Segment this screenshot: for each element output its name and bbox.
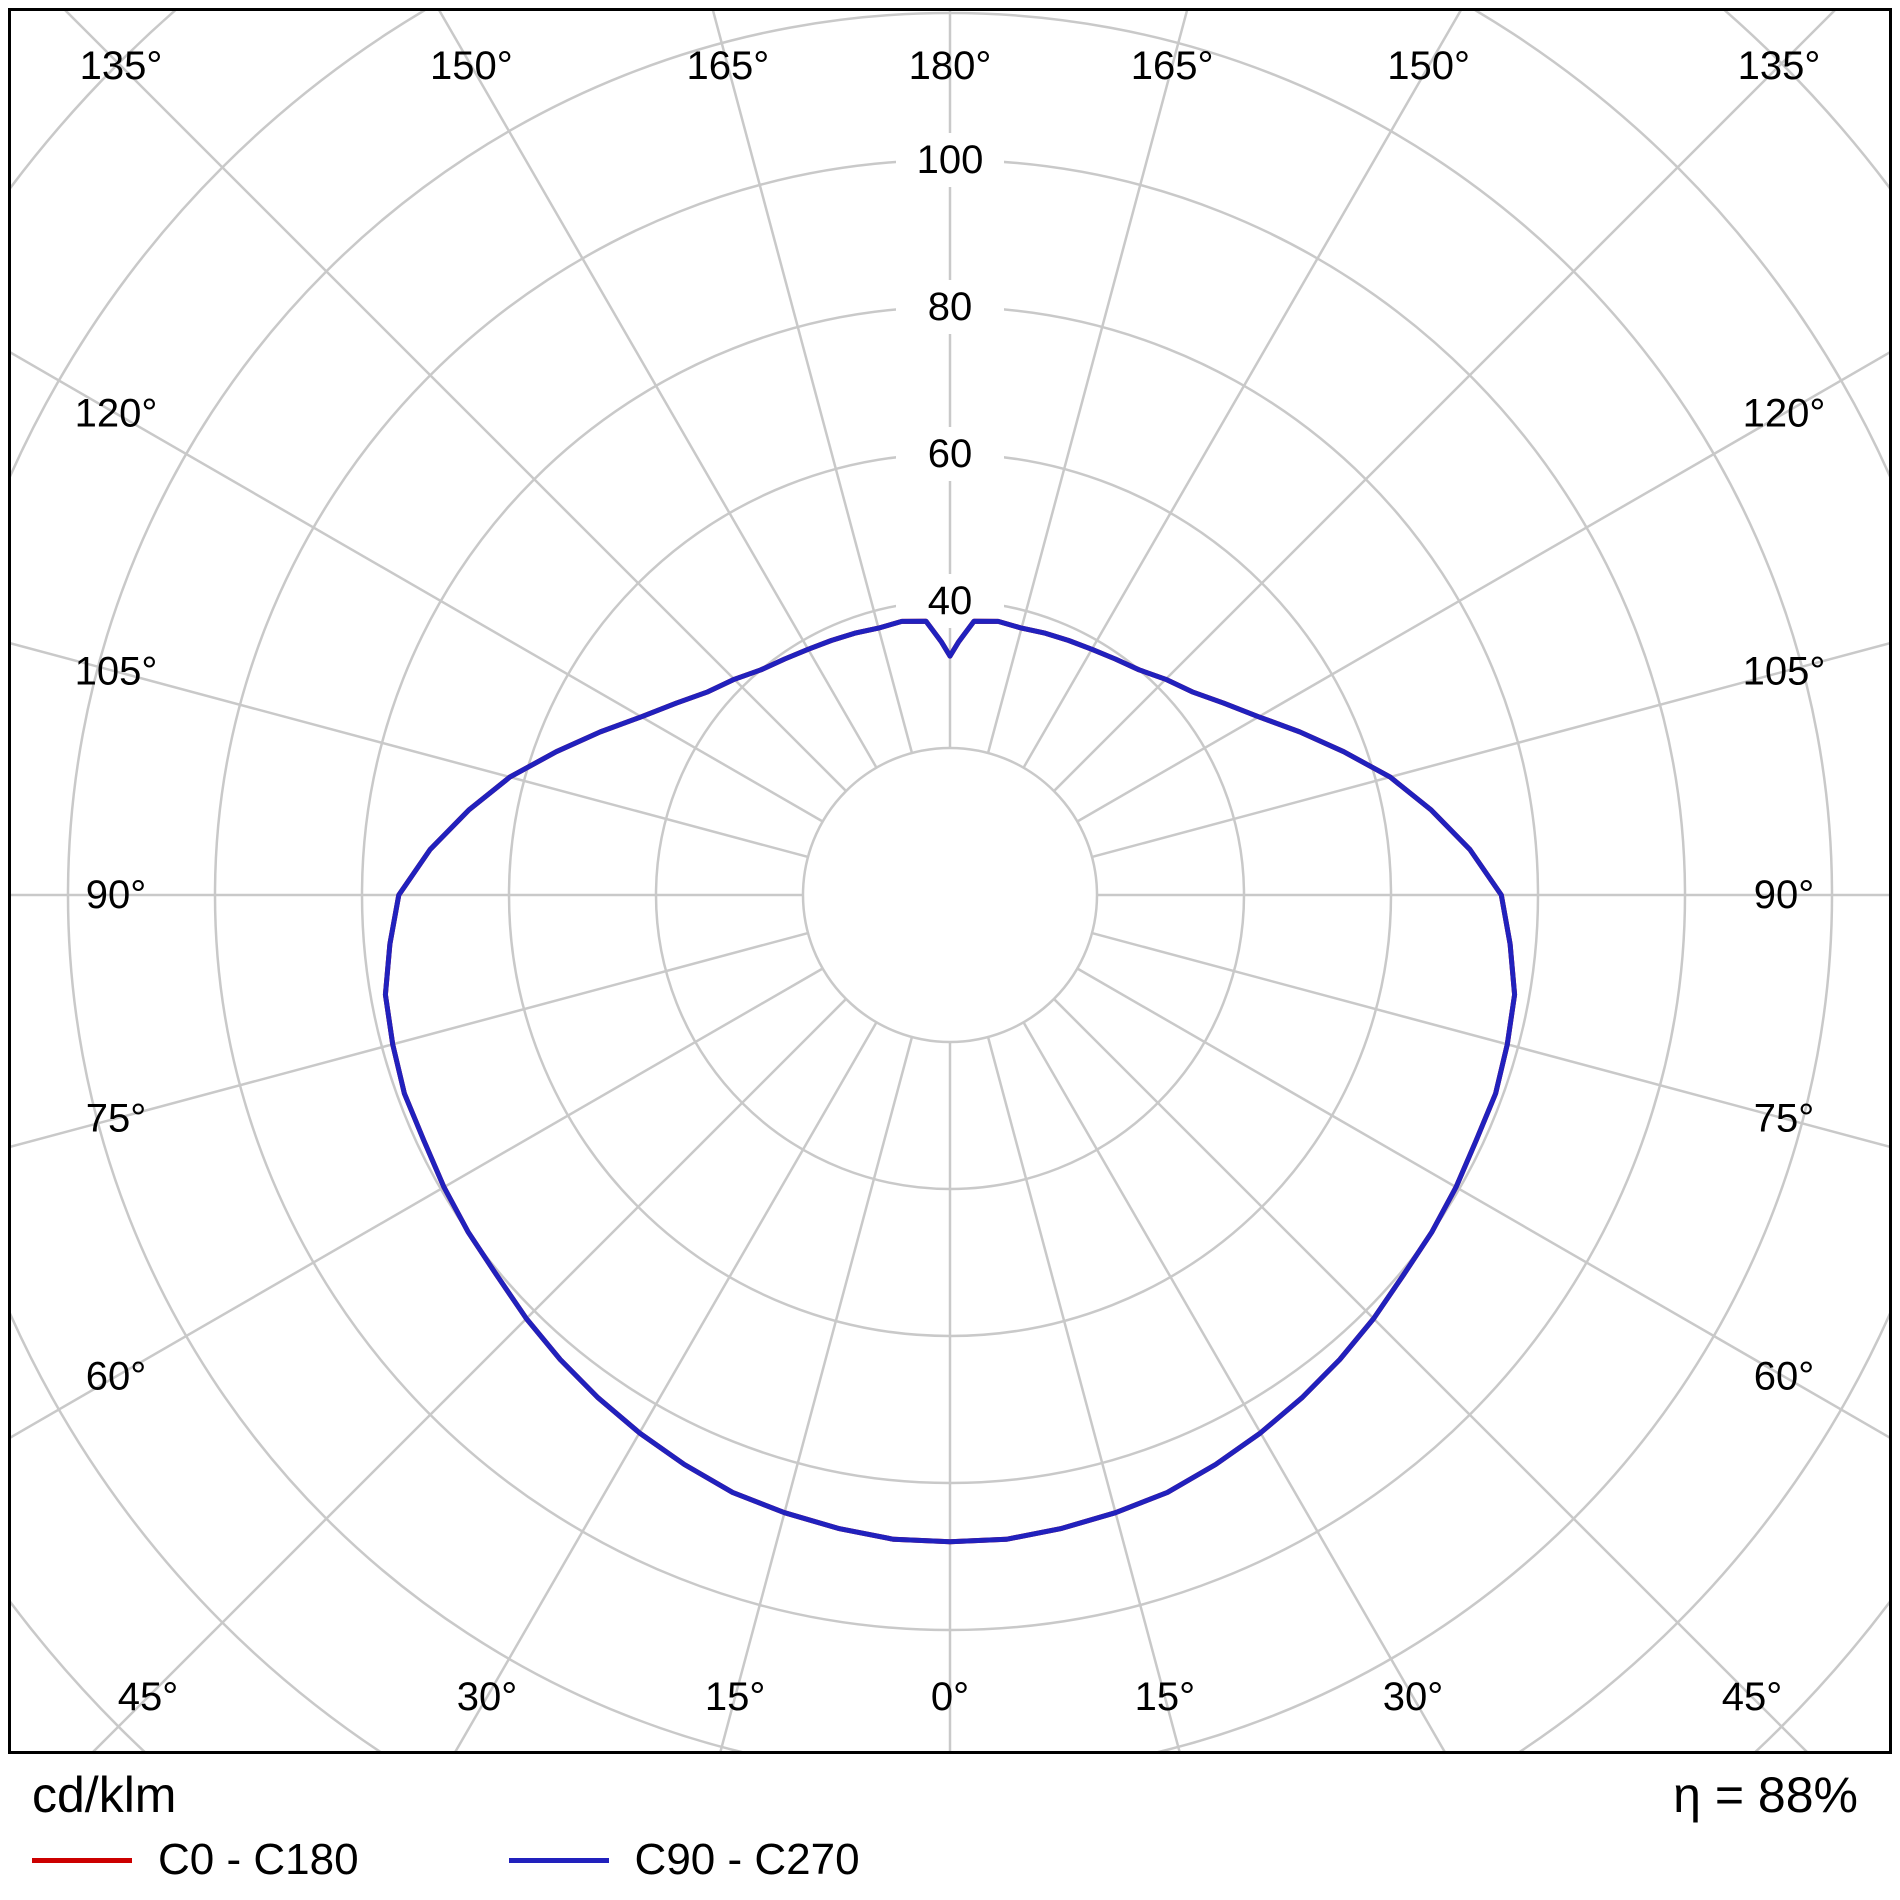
polar-grid-spoke (719, 1036, 914, 1751)
legend: C0 - C180 C90 - C270 (8, 1835, 1892, 1885)
angle-tick-label: 45° (118, 1675, 179, 1719)
radial-tick-label-bg (896, 280, 1004, 334)
radial-tick-label: 40 (928, 579, 973, 623)
polar-grid-spoke (1091, 642, 1889, 859)
chart-footer: cd/klm η = 88% C0 - C180 C90 - C270 (8, 1758, 1892, 1898)
polar-grid-spoke (92, 998, 847, 1751)
polar-grid-spoke (64, 11, 847, 792)
polar-grid-spoke (454, 1021, 878, 1751)
angle-tick-label: 135° (1738, 44, 1821, 88)
efficiency-label: η = 88% (1673, 1767, 1858, 1823)
angle-tick-label: 75° (86, 1096, 147, 1140)
angle-tick-label: 165° (1131, 44, 1214, 88)
legend-item-c90-c270: C90 - C270 (508, 1835, 860, 1885)
polar-grid-spoke (1076, 967, 1889, 1439)
polar-diagram-frame: 0° 15° 15° 30° 30° 45° 45° 60° 60° 75° 75° 90° 90° 10… (8, 8, 1892, 1754)
radial-tick-label-bg (896, 427, 1004, 481)
angle-tick-label: 105° (1743, 650, 1826, 694)
angle-tick-label: 90° (86, 873, 147, 917)
series-curve-c90-c270 (382, 618, 1518, 1545)
radial-tick-label: 60 (928, 432, 973, 476)
radial-tick-label-bg (896, 133, 1004, 187)
angle-tick-label: 15° (705, 1675, 766, 1719)
polar-grid-spoke (11, 642, 809, 859)
polar-grid-spoke (1053, 11, 1836, 792)
legend-label-c0-c180: C0 - C180 (158, 1835, 359, 1884)
angle-tick-label: 150° (430, 44, 513, 88)
polar-grid-spoke (11, 351, 824, 823)
units-label: cd/klm (32, 1767, 177, 1823)
angle-tick-label: 60° (86, 1355, 147, 1399)
polar-chart: 0° 15° 15° 30° 30° 45° 45° 60° 60° 75° 75° 90° 90° 10… (11, 11, 1889, 1751)
angle-tick-label: 15° (1135, 1675, 1196, 1719)
angle-tick-label: 150° (1387, 44, 1470, 88)
polar-grid-spoke (11, 931, 809, 1148)
angle-tick-label: 45° (1722, 1675, 1783, 1719)
polar-grid-spoke (1022, 1021, 1446, 1751)
legend-line-blue-icon (508, 1857, 609, 1863)
polar-grid-spoke (11, 967, 824, 1439)
radial-tick-label: 80 (928, 285, 973, 329)
legend-item-c0-c180: C0 - C180 (32, 1835, 359, 1885)
polar-grid-spoke (1053, 998, 1808, 1751)
angle-tick-label: 120° (1743, 391, 1826, 435)
angle-tick-label: 0° (931, 1675, 969, 1719)
polar-grid-spoke (1022, 11, 1462, 769)
polar-grid-spoke (986, 11, 1189, 754)
angle-tick-label: 105° (75, 650, 158, 694)
angle-tick-label: 90° (1754, 873, 1815, 917)
legend-line-red-icon (32, 1857, 132, 1863)
angle-tick-label: 60° (1754, 1355, 1815, 1399)
angle-tick-label: 135° (80, 44, 163, 88)
polar-grid-spoke (438, 11, 878, 769)
angle-tick-label: 75° (1754, 1096, 1815, 1140)
angle-tick-label: 180° (909, 44, 992, 88)
legend-label-c90-c270: C90 - C270 (634, 1835, 860, 1884)
polar-grid-ring (801, 746, 1099, 1044)
polar-grid-spoke (1076, 351, 1889, 823)
radial-tick-label: 100 (917, 138, 984, 182)
angle-tick-label: 30° (457, 1675, 518, 1719)
polar-grid-spoke (1091, 931, 1889, 1148)
angle-tick-label: 30° (1383, 1675, 1444, 1719)
angle-tick-label: 120° (75, 391, 158, 435)
angle-tick-label: 165° (687, 44, 770, 88)
polar-grid-spoke (711, 11, 914, 754)
polar-grid-spoke (986, 1036, 1181, 1751)
